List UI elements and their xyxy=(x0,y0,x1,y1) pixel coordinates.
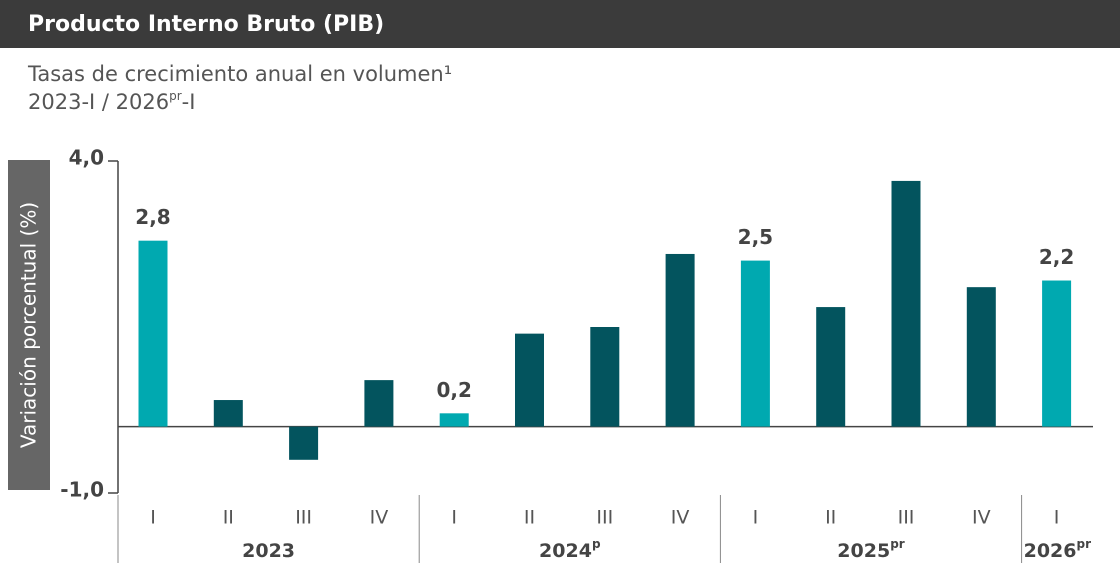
y-tick-label: 4,0 xyxy=(69,146,104,170)
x-tick-label: III xyxy=(898,507,915,529)
value-label: 2,8 xyxy=(135,205,170,229)
bar xyxy=(891,180,921,427)
bar xyxy=(364,380,394,427)
bar xyxy=(816,307,846,427)
value-label: 2,2 xyxy=(1039,245,1074,269)
x-tick-label: I xyxy=(451,507,457,529)
group-sup: p xyxy=(592,537,601,551)
value-label: 2,5 xyxy=(738,225,773,249)
group-label: 2026pr xyxy=(1024,537,1091,562)
bar xyxy=(740,260,770,427)
x-tick-label: III xyxy=(596,507,613,529)
bar xyxy=(289,426,319,460)
x-tick-label: II xyxy=(524,507,535,529)
x-tick-label: II xyxy=(825,507,836,529)
bar xyxy=(1042,280,1072,427)
group-label: 2025pr xyxy=(837,537,904,562)
subtitle: Tasas de crecimiento anual en volumen¹ xyxy=(27,62,452,86)
group-label: 2023 xyxy=(242,540,295,562)
y-label-box xyxy=(8,160,50,490)
header-band xyxy=(0,0,1120,48)
bar xyxy=(439,413,469,427)
value-label: 0,2 xyxy=(436,378,471,402)
group-year: 2024 xyxy=(539,540,592,562)
group-sup: pr xyxy=(890,537,905,551)
group-label: 2024p xyxy=(539,537,601,562)
x-tick-label: I xyxy=(150,507,156,529)
bar xyxy=(590,327,620,427)
x-tick-label: I xyxy=(753,507,759,529)
group-year: 2026 xyxy=(1024,540,1077,562)
group-year: 2023 xyxy=(242,540,295,562)
x-tick-label: IV xyxy=(370,507,389,529)
x-tick-label: II xyxy=(223,507,234,529)
subtitle: 2023-I / 2026pr-I xyxy=(28,89,195,115)
group-sup: pr xyxy=(1076,537,1091,551)
x-tick-label: IV xyxy=(671,507,690,529)
x-tick-label: IV xyxy=(972,507,991,529)
x-tick-label: I xyxy=(1054,507,1060,529)
x-tick-label: III xyxy=(295,507,312,529)
bar xyxy=(213,400,243,427)
y-axis-label: Variación porcentual (%) xyxy=(17,202,41,448)
chart-title: Producto Interno Bruto (PIB) xyxy=(28,12,384,37)
y-tick-label: -1,0 xyxy=(60,478,104,502)
bar xyxy=(515,333,544,427)
bar xyxy=(665,253,695,427)
group-year: 2025 xyxy=(837,540,890,562)
bar xyxy=(138,240,168,427)
bar xyxy=(966,287,996,427)
